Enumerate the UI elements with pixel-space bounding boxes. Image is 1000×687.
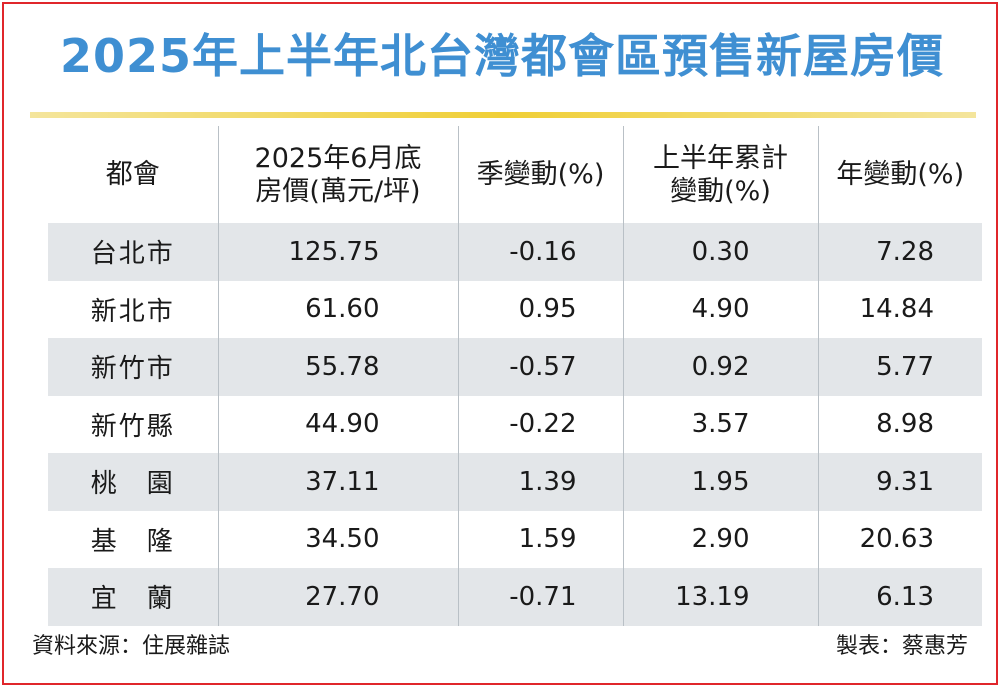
cell-quarter-change: -0.16 (457, 223, 623, 281)
header-price: 2025年6月底 房價(萬元/坪) (217, 126, 458, 223)
cell-city: 基 隆 (48, 510, 218, 568)
cell-half-year-change: 4.90 (622, 280, 818, 338)
table-row: 新竹縣 44.90 -0.22 3.57 8.98 (48, 395, 982, 453)
cell-year-change: 7.28 (817, 223, 982, 281)
cell-price: 61.60 (217, 280, 458, 338)
cell-quarter-change: 1.59 (457, 510, 623, 568)
cell-year-change: 14.84 (817, 280, 982, 338)
header-year-change: 年變動(%) (817, 126, 982, 223)
header-city: 都會 (105, 159, 160, 190)
cell-quarter-change: -0.57 (457, 338, 623, 396)
cell-city: 新竹市 (48, 338, 218, 396)
table-row: 台北市 125.75 -0.16 0.30 7.28 (48, 223, 982, 281)
cell-half-year-change: 3.57 (622, 395, 818, 453)
cell-quarter-change: -0.71 (457, 568, 623, 626)
cell-year-change: 8.98 (817, 395, 982, 453)
cell-half-year-change: 0.92 (622, 338, 818, 396)
table-row: 新竹市 55.78 -0.57 0.92 5.77 (48, 338, 982, 396)
cell-half-year-change: 13.19 (622, 568, 818, 626)
cell-price: 27.70 (217, 568, 458, 626)
cell-year-change: 5.77 (817, 338, 982, 396)
cell-city: 桃 園 (48, 453, 218, 511)
source-note: 資料來源：住展雜誌 (32, 634, 231, 659)
cell-price: 55.78 (217, 338, 458, 396)
cell-price: 125.75 (217, 223, 458, 281)
table-row: 新北市 61.60 0.95 4.90 14.84 (48, 280, 982, 338)
cell-quarter-change: -0.22 (457, 395, 623, 453)
page-title: 2025年上半年北台灣都會區預售新屋房價 (59, 29, 945, 83)
header-quarter-change: 季變動(%) (457, 126, 623, 223)
cell-city: 宜 蘭 (48, 568, 218, 626)
cell-half-year-change: 0.30 (622, 223, 818, 281)
cell-half-year-change: 1.95 (622, 453, 818, 511)
cell-city: 新竹縣 (48, 395, 218, 453)
price-table: 都會 2025年6月底 房價(萬元/坪) 季變動(%) 上半年累計 變動(%) 年變… (48, 126, 982, 626)
cell-price: 37.11 (217, 453, 458, 511)
cell-year-change: 6.13 (817, 568, 982, 626)
cell-price: 34.50 (217, 510, 458, 568)
cell-city: 台北市 (48, 223, 218, 281)
cell-price: 44.90 (217, 395, 458, 453)
cell-city: 新北市 (48, 280, 218, 338)
cell-quarter-change: 0.95 (457, 280, 623, 338)
table-row: 桃 園 37.11 1.39 1.95 9.31 (48, 453, 982, 511)
cell-year-change: 9.31 (817, 453, 982, 511)
table-row: 宜 蘭 27.70 -0.71 13.19 6.13 (48, 568, 982, 626)
cell-quarter-change: 1.39 (457, 453, 623, 511)
cell-half-year-change: 2.90 (622, 510, 818, 568)
title-underline (30, 112, 976, 118)
table-row: 基 隆 34.50 1.59 2.90 20.63 (48, 510, 982, 568)
cell-year-change: 20.63 (817, 510, 982, 568)
header-half-year-change: 上半年累計 變動(%) (622, 126, 818, 223)
table-header-row: 都會 2025年6月底 房價(萬元/坪) 季變動(%) 上半年累計 變動(%) 年變… (48, 126, 982, 223)
maker-note: 製表：蔡惠芳 (835, 634, 968, 659)
